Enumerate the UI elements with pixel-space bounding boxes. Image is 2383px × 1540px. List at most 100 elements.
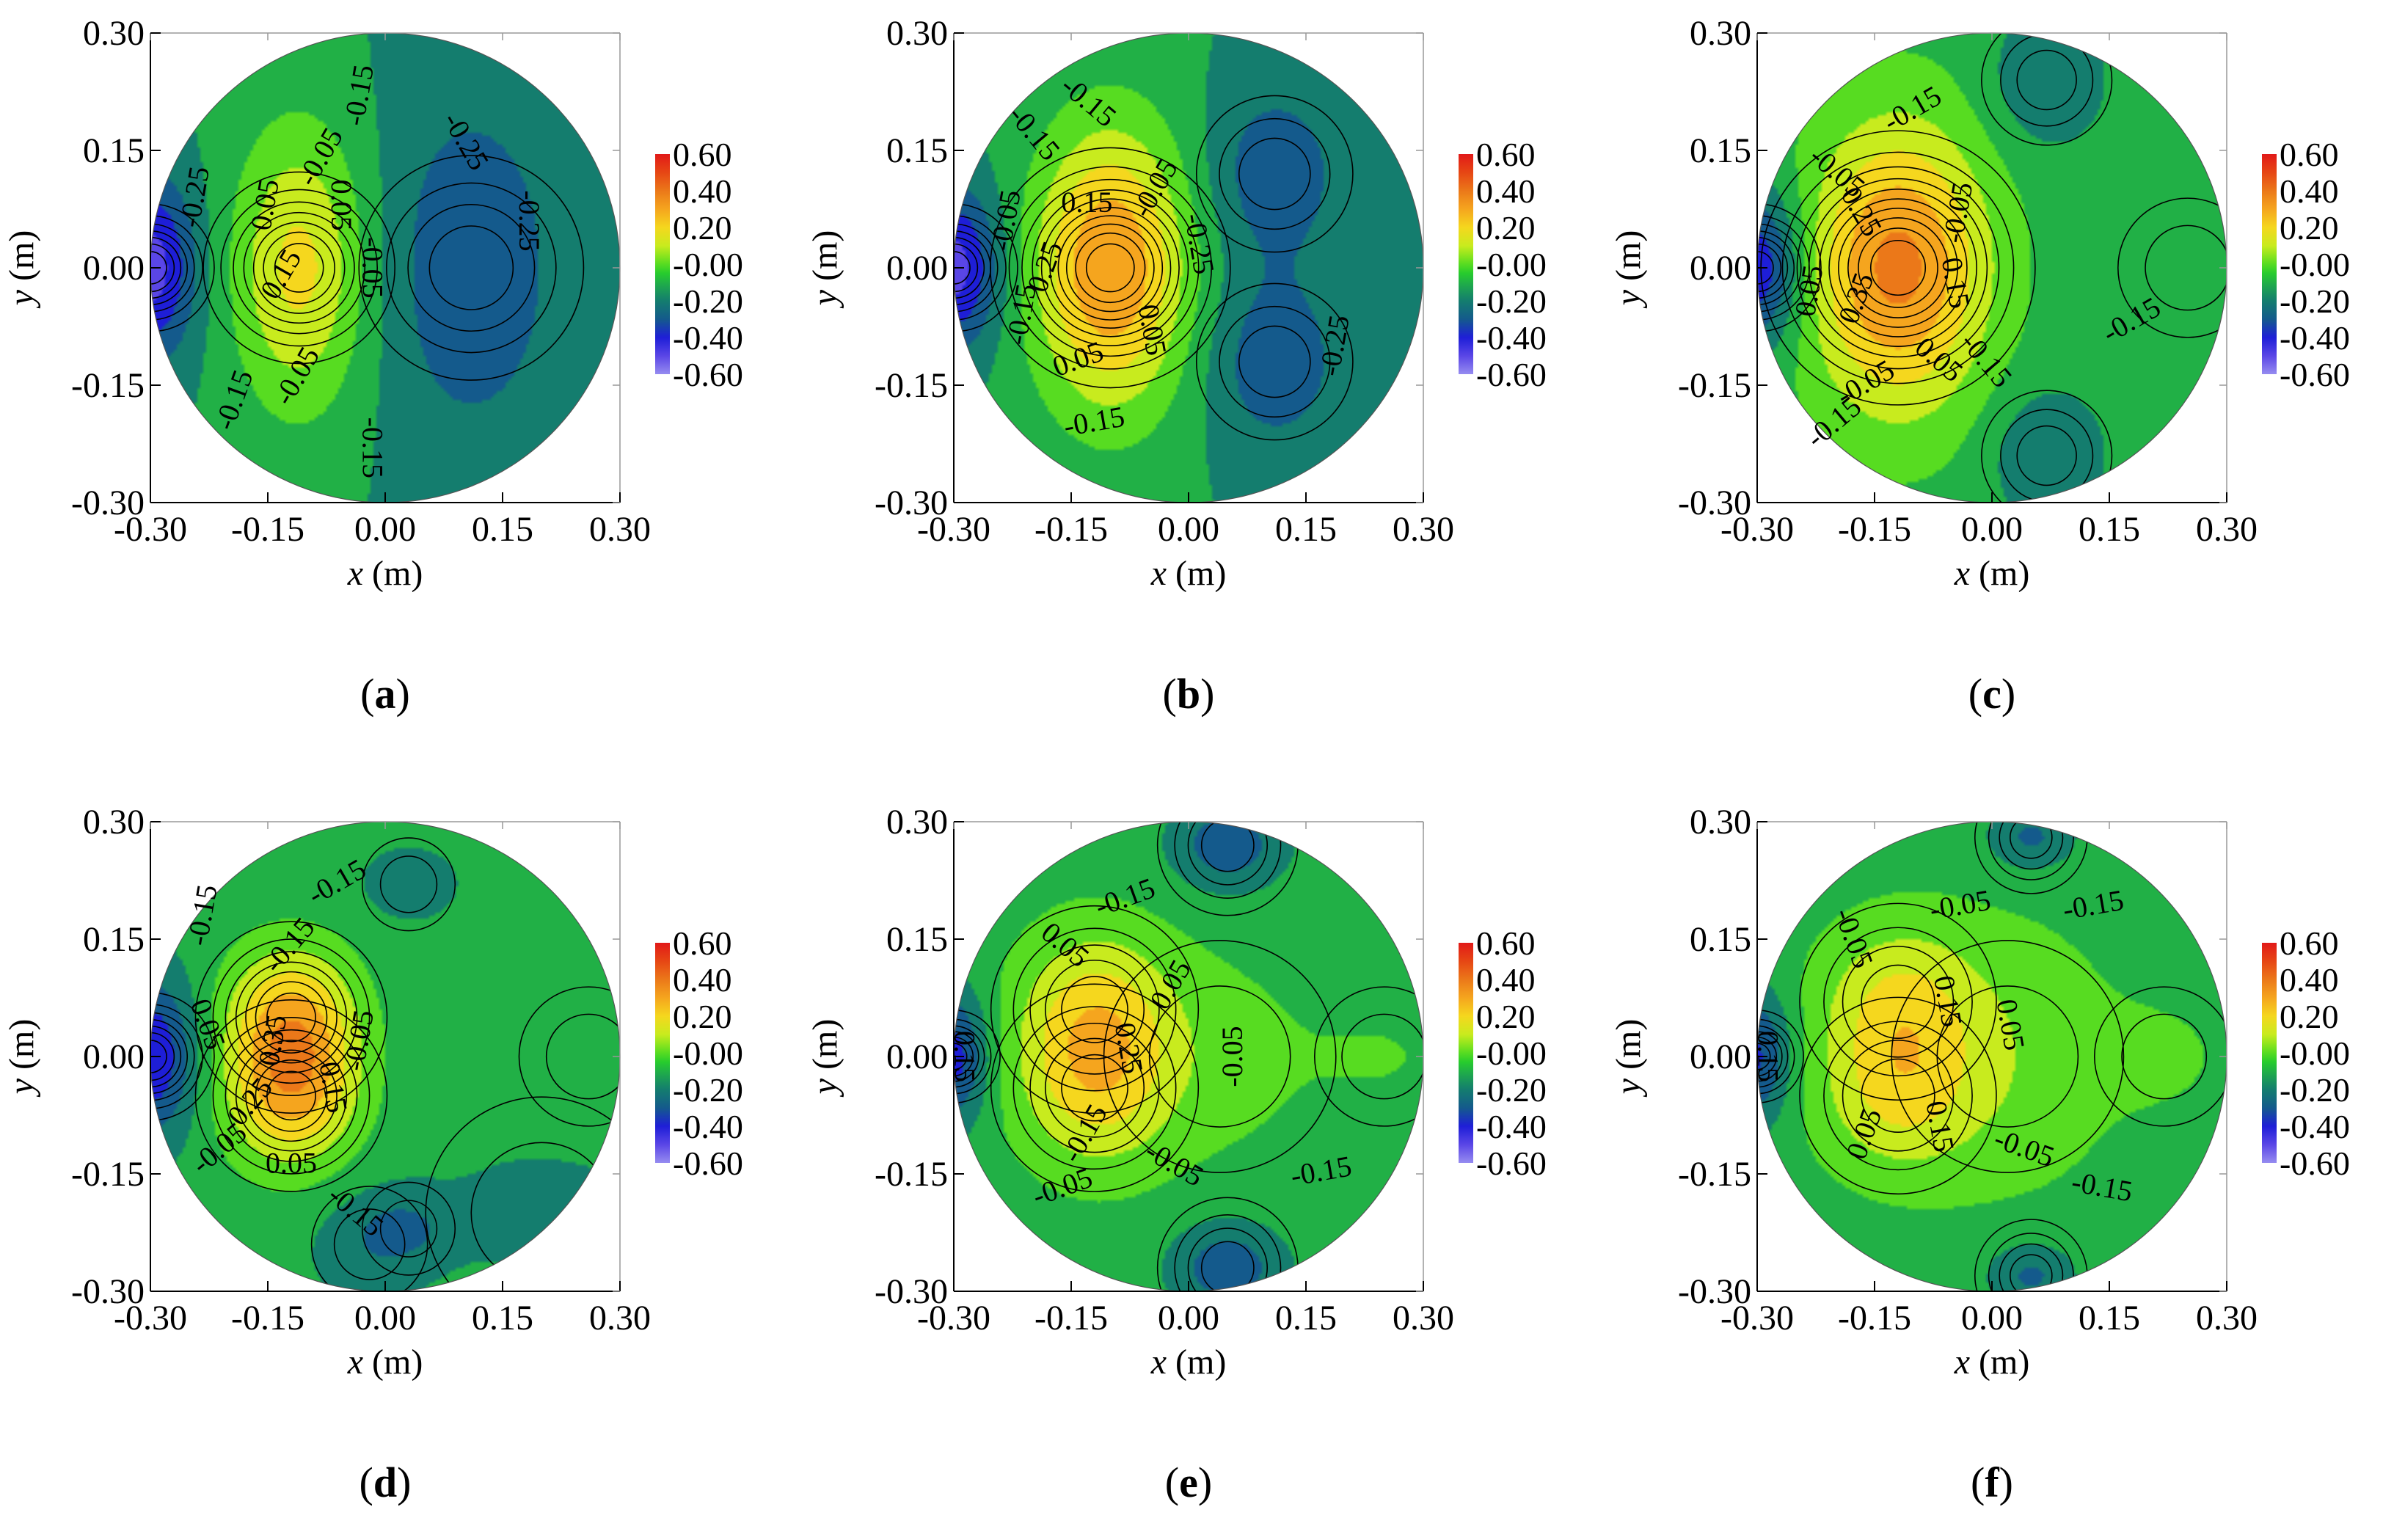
panel-label: (b) (1163, 670, 1215, 718)
contour-line (990, 983, 1200, 1192)
contour-line (1988, 1233, 2074, 1291)
x-tick-label: 0.15 (1275, 1299, 1337, 1338)
contour-line (233, 201, 366, 335)
y-tick-label: 0.30 (1690, 14, 1751, 53)
panel-label-open: ( (1163, 670, 1177, 718)
y-tick-label: -0.30 (71, 1272, 145, 1311)
contour-line (1823, 1021, 1973, 1171)
contour-line (150, 230, 189, 306)
y-axis-unit: (m) (806, 1019, 844, 1079)
panel-1: -0.30 -0.15 0.00 0.15 0.30 -0.30 -0.15 0.00 0.15… (806, 14, 1547, 718)
contour-value-label: -0.15 (356, 417, 389, 478)
colorbar-tick-label: -0.00 (2280, 246, 2350, 283)
contour-line (245, 971, 337, 1064)
contour-line (2010, 1254, 2053, 1291)
colorbar (2262, 154, 2277, 374)
contour-line (1040, 198, 1180, 337)
colorbar-tick-label: -0.00 (673, 246, 743, 283)
contour-line (954, 203, 1018, 332)
colorbar-tick-label: 0.60 (1476, 136, 1536, 173)
contour-line (1075, 232, 1146, 304)
contour-value-label: -0.25 (513, 190, 546, 251)
contour-line (150, 243, 175, 293)
colorbar-tick-label: -0.60 (2280, 356, 2350, 393)
x-axis-var: x (1954, 554, 1970, 593)
contour-line (1057, 215, 1164, 321)
contour-line (1757, 1043, 1771, 1070)
x-axis-label: x (m) (1150, 1343, 1227, 1382)
panel-label-letter: a (375, 670, 396, 718)
contour-line (518, 986, 620, 1127)
contour-line (1187, 822, 1269, 886)
y-axis-label: y (m) (2, 1019, 41, 1098)
x-tick-label: 0.15 (2079, 1299, 2140, 1338)
y-tick-label: 0.00 (886, 1037, 948, 1076)
colorbar-tick-label: 0.40 (2280, 172, 2339, 210)
colorbar-tick-label: -0.40 (1476, 319, 1547, 357)
contour-line (425, 1096, 620, 1291)
contour-line (225, 1029, 358, 1162)
contour-line (1757, 215, 1810, 321)
y-axis-unit: (m) (1609, 1019, 1648, 1079)
contour-line (212, 1016, 371, 1175)
colorbar (655, 154, 670, 374)
x-tick-label: -0.30 (114, 1299, 187, 1338)
contour-value-label: -0.05 (356, 237, 389, 298)
contour-line (202, 171, 395, 365)
panel-4: -0.30 -0.15 0.00 0.15 0.30-0.30-0.150.000.15… (806, 803, 1547, 1506)
contour-line (194, 921, 388, 1114)
contour-value-label: -0.05 (1216, 1026, 1249, 1087)
contour-line (1061, 976, 1128, 1043)
x-axis-label: x (m) (1150, 554, 1227, 593)
colorbar-tick-label: 0.20 (673, 209, 732, 247)
contour-line (1842, 1040, 1955, 1152)
y-tick-label: 0.30 (886, 803, 948, 842)
x-tick-label: 0.15 (472, 510, 533, 549)
x-tick-label: -0.15 (231, 510, 304, 549)
contour-line (150, 1025, 182, 1088)
x-tick-label: 0.00 (1961, 1299, 2023, 1338)
x-tick-label: -0.15 (1838, 510, 1911, 549)
panel-3: -0.30 -0.15 0.00 0.15 0.30 -0.30 -0.15 0.00 0.15… (2, 803, 743, 1506)
contour-value-label: 0.15 (948, 1031, 981, 1082)
colorbar-tick-label: -0.20 (673, 1071, 743, 1109)
panel-label: (f) (1971, 1459, 2013, 1506)
y-tick-label: -0.30 (875, 1272, 948, 1311)
y-axis-label: y (m) (1609, 230, 1648, 310)
panel-5: -0.30 -0.15 0.00 0.15 0.30-0.30-0.150.000.15… (1609, 803, 2350, 1506)
contour-line (1103, 940, 1337, 1173)
y-tick-label: -0.15 (875, 1155, 948, 1194)
colorbar-tick-label: 0.20 (1476, 209, 1536, 247)
contour-line (954, 1018, 992, 1095)
colorbar-tick-label: 0.40 (2280, 961, 2339, 999)
colorbar (1459, 154, 1473, 374)
contour-line (1195, 282, 1354, 441)
x-tick-label: 0.00 (1961, 510, 2023, 549)
y-axis-unit: (m) (2, 230, 41, 290)
x-tick-label: -0.30 (917, 1299, 990, 1338)
contour-line (1891, 940, 2125, 1173)
contour-line (150, 1012, 195, 1101)
colorbar-tick-label: 0.60 (2280, 136, 2339, 173)
contour-line (1200, 822, 1255, 872)
contour-line (150, 992, 215, 1121)
y-tick-label: 0.15 (886, 131, 948, 170)
contour-line (2016, 49, 2077, 111)
x-tick-label: -0.30 (114, 510, 187, 549)
contour-line (150, 1040, 167, 1073)
y-tick-label: 0.00 (83, 249, 145, 288)
y-tick-label: -0.30 (875, 483, 948, 522)
contour-line (1219, 117, 1331, 230)
x-tick-label: -0.30 (1720, 510, 1794, 549)
contour-line (1757, 1018, 1795, 1095)
x-axis-var: x (1954, 1343, 1970, 1382)
contour-line (1200, 1241, 1255, 1291)
contour-line (954, 243, 979, 293)
contour-line (255, 981, 328, 1054)
contour-line (1838, 208, 1958, 328)
contour-value-label: 0.15 (1751, 1031, 1784, 1082)
contour-line (266, 992, 316, 1043)
x-tick-label: -0.15 (1034, 1299, 1108, 1338)
contour-line (1029, 1022, 1160, 1153)
